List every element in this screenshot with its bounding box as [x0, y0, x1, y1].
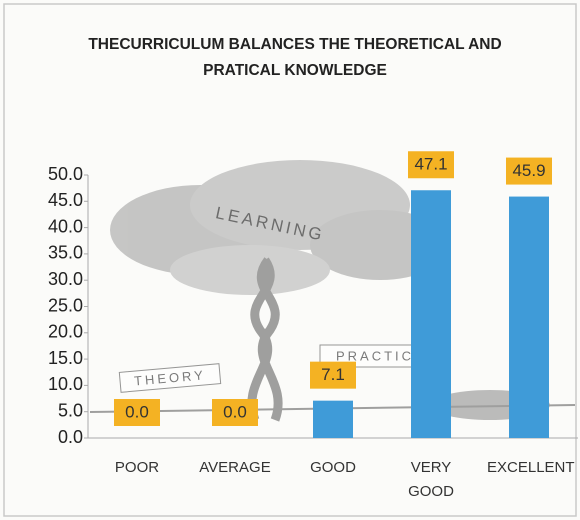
value-label: 0.0 [223, 402, 247, 421]
bar [313, 400, 353, 438]
x-tick-label: EXCELLENT [487, 459, 575, 476]
x-tick-label-cell: VERY GOOD [382, 456, 481, 504]
x-tick-label: GOOD [310, 459, 356, 476]
y-tick-label: 30.0 [48, 269, 83, 289]
y-tick-label: 10.0 [48, 374, 83, 394]
y-tick-label: 15.0 [48, 348, 83, 368]
x-tick-label-cell: EXCELLENT [480, 456, 579, 480]
x-tick-label: VERY GOOD [408, 459, 454, 500]
y-tick-label: 0.0 [58, 427, 83, 447]
y-tick-label: 25.0 [48, 295, 83, 315]
value-label-box [114, 399, 160, 426]
y-tick-label: 35.0 [48, 243, 83, 263]
value-label-box [212, 399, 258, 426]
bar [411, 190, 451, 438]
y-tick-label: 5.0 [58, 400, 83, 420]
x-tick-label-cell: AVERAGE [186, 456, 285, 480]
chart-title: THECURRICULUM BALANCES THE THEORETICAL A… [88, 36, 502, 79]
illustration-label: THEORY [133, 367, 206, 388]
frame [3, 3, 577, 517]
value-label: 47.1 [414, 155, 447, 174]
x-tick-label: AVERAGE [199, 459, 271, 476]
x-tick-label-cell: POOR [88, 456, 187, 480]
y-tick-label: 50.0 [48, 164, 83, 184]
value-label-box [310, 361, 356, 389]
value-label-box [506, 157, 552, 185]
value-label: 0.0 [125, 402, 149, 421]
bar [509, 196, 549, 438]
value-label-box [408, 151, 454, 179]
x-tick-label: POOR [114, 459, 160, 476]
value-label: 7.1 [321, 365, 345, 384]
x-tick-label-cell: GOOD [284, 456, 383, 480]
value-label: 45.9 [512, 161, 545, 180]
illustration-label: PRACTIC [336, 348, 414, 363]
y-tick-label: 40.0 [48, 216, 83, 236]
y-tick-label: 45.0 [48, 190, 83, 210]
y-tick-label: 20.0 [48, 322, 83, 342]
